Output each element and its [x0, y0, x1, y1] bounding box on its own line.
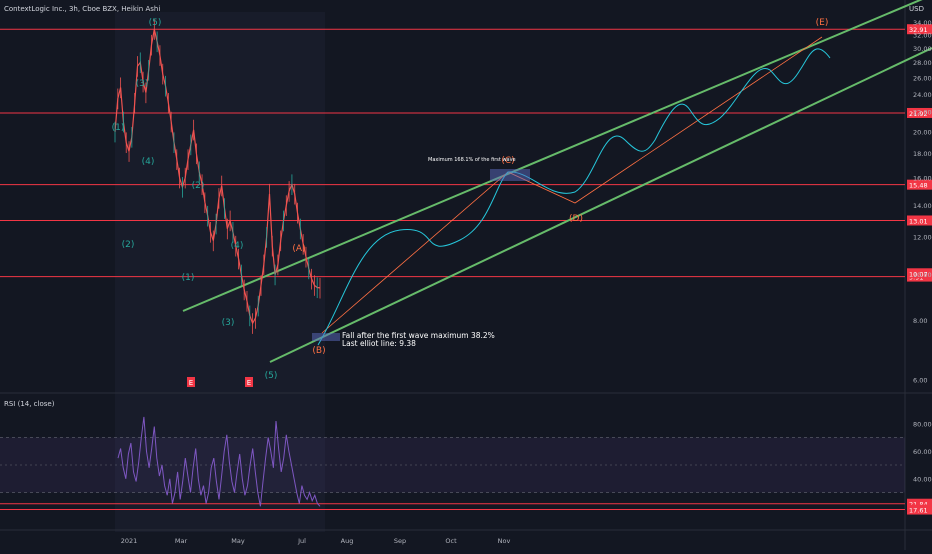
y-tick-10: 14.00: [913, 202, 932, 210]
wave-label-impulse-2: (3): [136, 79, 149, 89]
level-label-0: 32.91: [909, 26, 928, 34]
symbol-header: ContextLogic Inc., 3h, Cboe BZX, Heikin …: [4, 5, 161, 13]
extra-level-label-0: 10.07: [909, 270, 928, 278]
level-label-2: 15.48: [909, 182, 928, 190]
y-tick-1: 32.00: [913, 31, 932, 39]
wave-label-impulse-6: (2): [192, 181, 205, 191]
event-marker-1: E: [247, 379, 251, 387]
y-tick-13: 8.00: [913, 317, 927, 325]
wave-label-impulse-8: (4): [231, 241, 244, 251]
wave-label-corrective-2: (C): [501, 156, 514, 166]
x-tick-6: Oct: [445, 537, 457, 545]
y-tick-5: 24.00: [913, 91, 932, 99]
wave-label-impulse-9: (5): [265, 371, 278, 381]
x-tick-1: Mar: [175, 537, 188, 545]
annotation-max: Maximum 168.1% of the first wave: [428, 157, 516, 163]
rsi-level-label-1: 17.61: [909, 507, 928, 515]
level-tag-2: [907, 179, 932, 190]
y-tick-3: 28.00: [913, 59, 932, 67]
wave-label-impulse-0: (1): [112, 123, 125, 133]
target-box: [490, 169, 530, 181]
level-tag-0: [907, 24, 932, 35]
y-tick-6: 22.00: [913, 109, 932, 117]
annotation-fall: Fall after the first wave maximum 38.2%: [342, 331, 495, 340]
wave-label-impulse-3: (4): [142, 157, 155, 167]
rsi-level-tag-1: [907, 504, 932, 515]
x-tick-5: Sep: [394, 537, 406, 545]
x-tick-7: Nov: [498, 537, 511, 545]
wave-label-corrective-0: (A): [292, 244, 305, 254]
x-tick-0: 2021: [121, 537, 138, 545]
y-tick-4: 26.00: [913, 74, 932, 82]
wave-label-corrective-4: (E): [816, 18, 829, 28]
level-tag-3: [907, 215, 932, 226]
rsi-level-tag-0: [907, 498, 932, 509]
x-tick-4: Aug: [341, 537, 354, 545]
rsi-line: [117, 416, 321, 507]
level-tag-1: [907, 107, 932, 118]
x-tick-2: May: [231, 537, 245, 545]
projection-path: [317, 48, 831, 346]
event-marker-box-1: [245, 377, 253, 387]
wave-label-impulse-5: (1): [182, 273, 195, 283]
event-marker-0: E: [189, 379, 193, 387]
wave-label-corrective-3: (D): [569, 214, 583, 224]
rsi-header: RSI (14, close): [4, 400, 55, 408]
y-tick-7: 20.00: [913, 128, 932, 136]
wave-label-corrective-1: (B): [312, 346, 325, 356]
extra-level-tag-0: [907, 268, 932, 279]
wave-label-impulse-1: (2): [122, 240, 135, 250]
annotation-last: Last elliot line: 9.38: [342, 339, 416, 348]
y-tick-8: 18.00: [913, 150, 932, 158]
wave-label-impulse-7: (3): [222, 318, 235, 328]
channel-upper: [182, 0, 923, 312]
rsi-y-tick-1: 60.00: [913, 448, 932, 456]
y-tick-2: 30.00: [913, 45, 932, 53]
channel-lower: [269, 47, 932, 363]
projection-abcde: [321, 36, 823, 334]
y-tick-14: 6.00: [913, 377, 927, 385]
rsi-y-tick-0: 80.00: [913, 420, 932, 428]
y-tick-12: 10.00: [913, 271, 932, 279]
level-label-1: 21.92: [909, 110, 928, 118]
level-label-3: 13.01: [909, 217, 928, 225]
highlight-region: [115, 12, 325, 532]
currency-label: USD: [909, 5, 924, 13]
price-line: [114, 29, 321, 325]
event-marker-box-0: [187, 377, 195, 387]
y-tick-0: 34.00: [913, 19, 932, 27]
low-box: [312, 333, 340, 341]
y-tick-11: 12.00: [913, 234, 932, 242]
y-tick-9: 16.00: [913, 174, 932, 182]
x-tick-3: Jul: [297, 537, 306, 545]
rsi-y-tick-2: 40.00: [913, 475, 932, 483]
wave-label-impulse-4: (5): [149, 18, 162, 28]
